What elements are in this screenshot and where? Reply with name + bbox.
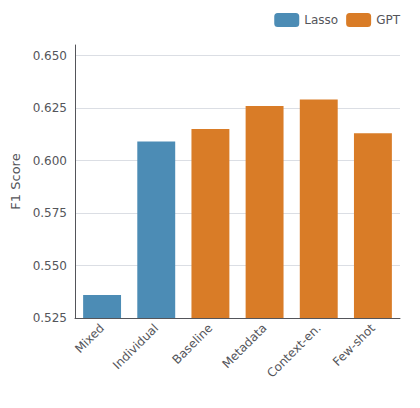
svg-text:0.600: 0.600 <box>33 154 67 168</box>
svg-text:0.650: 0.650 <box>33 49 67 63</box>
svg-text:GPT: GPT <box>376 13 401 27</box>
svg-text:Few-shot: Few-shot <box>330 321 378 369</box>
svg-text:Baseline: Baseline <box>170 321 216 367</box>
svg-text:0.575: 0.575 <box>33 206 67 220</box>
svg-text:0.625: 0.625 <box>33 101 67 115</box>
svg-text:Metadata: Metadata <box>219 321 269 371</box>
svg-text:Context-en.: Context-en. <box>264 321 323 380</box>
svg-text:0.550: 0.550 <box>33 259 67 273</box>
svg-text:0.525: 0.525 <box>33 311 67 325</box>
svg-text:Individual: Individual <box>110 321 161 372</box>
svg-text:Lasso: Lasso <box>304 13 338 27</box>
svg-text:Mixed: Mixed <box>72 321 107 356</box>
svg-text:F1 Score: F1 Score <box>8 153 23 209</box>
